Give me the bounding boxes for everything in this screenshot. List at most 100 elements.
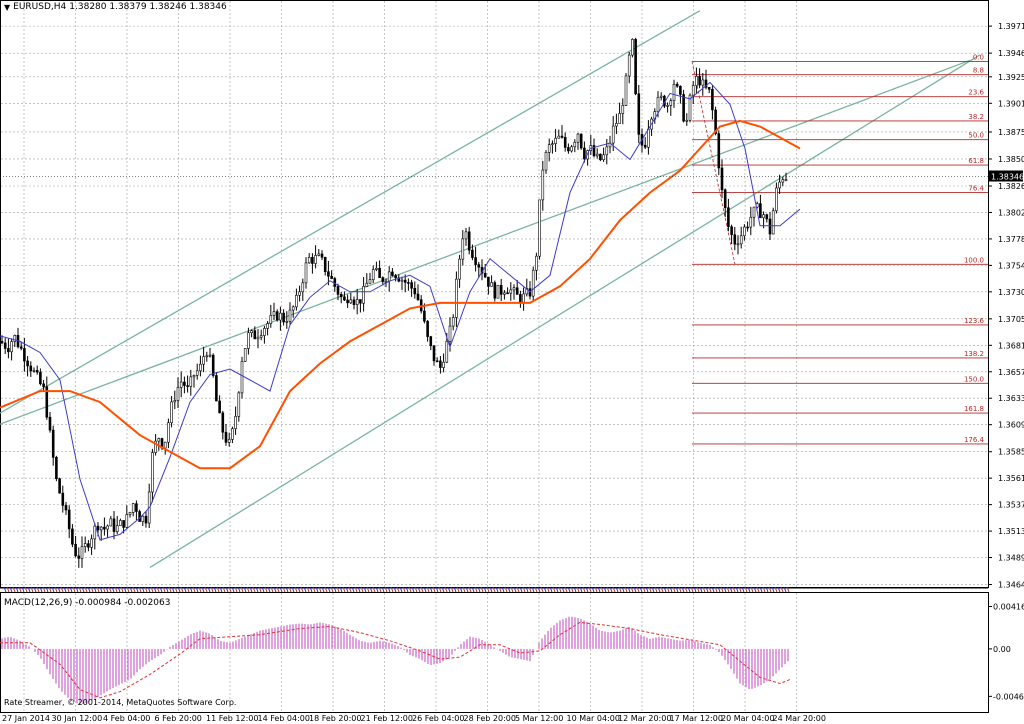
triangle-down-icon[interactable]: ▼ bbox=[4, 2, 11, 12]
indicator-label-strip bbox=[600, 586, 604, 593]
indicator-label-strip bbox=[108, 586, 112, 593]
candle-body bbox=[695, 75, 698, 86]
indicator-label-strip bbox=[537, 586, 541, 593]
candle-body bbox=[51, 429, 55, 458]
indicator-label-strip bbox=[258, 586, 262, 593]
indicator-label-strip bbox=[675, 586, 679, 593]
candle-body bbox=[592, 145, 596, 157]
indicator-label-strip bbox=[642, 586, 646, 593]
candle-body bbox=[432, 345, 436, 362]
candle-body bbox=[87, 543, 90, 548]
indicator-label-strip bbox=[261, 586, 265, 593]
candle-body bbox=[179, 381, 183, 388]
indicator-label-strip bbox=[618, 586, 622, 593]
candle-body bbox=[119, 520, 122, 526]
candle-body bbox=[64, 505, 68, 511]
indicator-label-strip bbox=[768, 586, 772, 593]
candle-body bbox=[669, 100, 673, 106]
indicator-label-strip bbox=[354, 586, 358, 593]
price-tag-box bbox=[989, 170, 1023, 182]
y-tick-label: 1.39250 bbox=[998, 73, 1024, 82]
indicator-label-strip bbox=[732, 586, 736, 593]
indicator-label-strip bbox=[444, 586, 448, 593]
candle-body bbox=[506, 292, 509, 295]
indicator-label-strip bbox=[273, 586, 277, 593]
y-tick-label: 1.37300 bbox=[998, 288, 1024, 297]
y-tick-label: 1.35610 bbox=[998, 474, 1024, 483]
indicator-label-strip bbox=[333, 586, 337, 593]
indicator-label-strip bbox=[270, 586, 274, 593]
indicator-label-strip bbox=[210, 586, 214, 593]
indicator-label-strip bbox=[90, 586, 94, 593]
candle-body bbox=[615, 123, 618, 127]
indicator-label-strip bbox=[96, 586, 100, 593]
indicator-label-strip bbox=[627, 586, 631, 593]
y-tick-label: 1.39710 bbox=[998, 22, 1024, 31]
indicator-label-strip bbox=[249, 586, 253, 593]
candle-body bbox=[128, 512, 132, 515]
candle-body bbox=[221, 412, 225, 433]
candle-body bbox=[531, 269, 535, 297]
indicator-label-strip bbox=[420, 586, 424, 593]
indicator-label-strip bbox=[6, 586, 10, 593]
fib-level-label: 50.0 bbox=[968, 132, 984, 140]
indicator-label-strip bbox=[489, 586, 493, 593]
candle-body bbox=[157, 438, 161, 442]
indicator-label-strip bbox=[774, 586, 778, 593]
candle-body bbox=[19, 346, 23, 349]
candle-body bbox=[570, 146, 573, 152]
indicator-label-strip bbox=[681, 586, 685, 593]
candle-body bbox=[560, 135, 564, 138]
indicator-label-strip bbox=[192, 586, 196, 593]
indicator-label-strip bbox=[462, 586, 466, 593]
indicator-label-strip bbox=[150, 586, 154, 593]
candle-body bbox=[400, 279, 404, 282]
indicator-label-strip bbox=[60, 586, 64, 593]
indicator-label-strip bbox=[522, 586, 526, 593]
indicator-label-strip bbox=[39, 586, 43, 593]
candle-body bbox=[243, 348, 247, 362]
fib-level-label: 138.2 bbox=[964, 350, 984, 358]
indicator-label-strip bbox=[42, 586, 46, 593]
indicator-label-strip bbox=[702, 586, 706, 593]
indicator-label-strip bbox=[51, 586, 55, 593]
indicator-label-strip bbox=[432, 586, 436, 593]
indicator-label-strip bbox=[102, 586, 106, 593]
candle-body bbox=[339, 294, 343, 298]
x-tick-label: 11 Feb 12:00 bbox=[206, 714, 258, 723]
candle-body bbox=[477, 264, 481, 268]
indicator-label-strip bbox=[387, 586, 391, 593]
indicator-label-strip bbox=[579, 586, 583, 593]
candle-body bbox=[122, 520, 125, 528]
indicator-label-strip bbox=[456, 586, 460, 593]
indicator-label-strip bbox=[378, 586, 382, 593]
fib-level-label: 23.6 bbox=[968, 89, 984, 97]
indicator-label-strip bbox=[369, 586, 373, 593]
indicator-label-strip bbox=[534, 586, 538, 593]
candle-body bbox=[784, 179, 788, 181]
indicator-label-strip bbox=[453, 586, 457, 593]
candle-body bbox=[778, 181, 781, 189]
x-tick-label: 24 Mar 20:00 bbox=[773, 714, 826, 723]
indicator-label-strip bbox=[690, 586, 694, 593]
candle-body bbox=[647, 128, 650, 148]
candle-body bbox=[519, 294, 522, 303]
candle-body bbox=[215, 375, 218, 402]
candle-body bbox=[202, 356, 205, 365]
candle-body bbox=[23, 348, 26, 362]
candle-body bbox=[691, 85, 695, 96]
candle-body bbox=[231, 428, 234, 440]
candle-body bbox=[311, 257, 314, 264]
candle-body bbox=[599, 153, 602, 161]
candle-body bbox=[7, 348, 10, 353]
indicator-label-strip bbox=[492, 586, 496, 593]
indicator-label-strip bbox=[630, 586, 634, 593]
indicator-label-strip bbox=[180, 586, 184, 593]
indicator-label-strip bbox=[699, 586, 703, 593]
indicator-label-strip bbox=[657, 586, 661, 593]
indicator-label-strip bbox=[639, 586, 643, 593]
candle-body bbox=[567, 147, 570, 152]
candle-body bbox=[547, 144, 551, 153]
x-tick-label: 12 Mar 20:00 bbox=[618, 714, 671, 723]
macd-y-tick-label: 0.00 bbox=[993, 645, 1011, 654]
